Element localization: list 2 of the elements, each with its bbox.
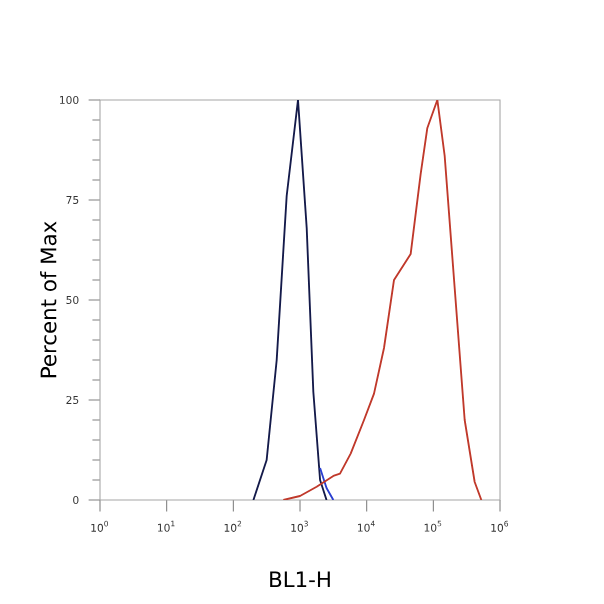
x-axis-title: BL1-H <box>270 571 330 588</box>
y-axis-title: Percent of Max <box>40 221 57 378</box>
